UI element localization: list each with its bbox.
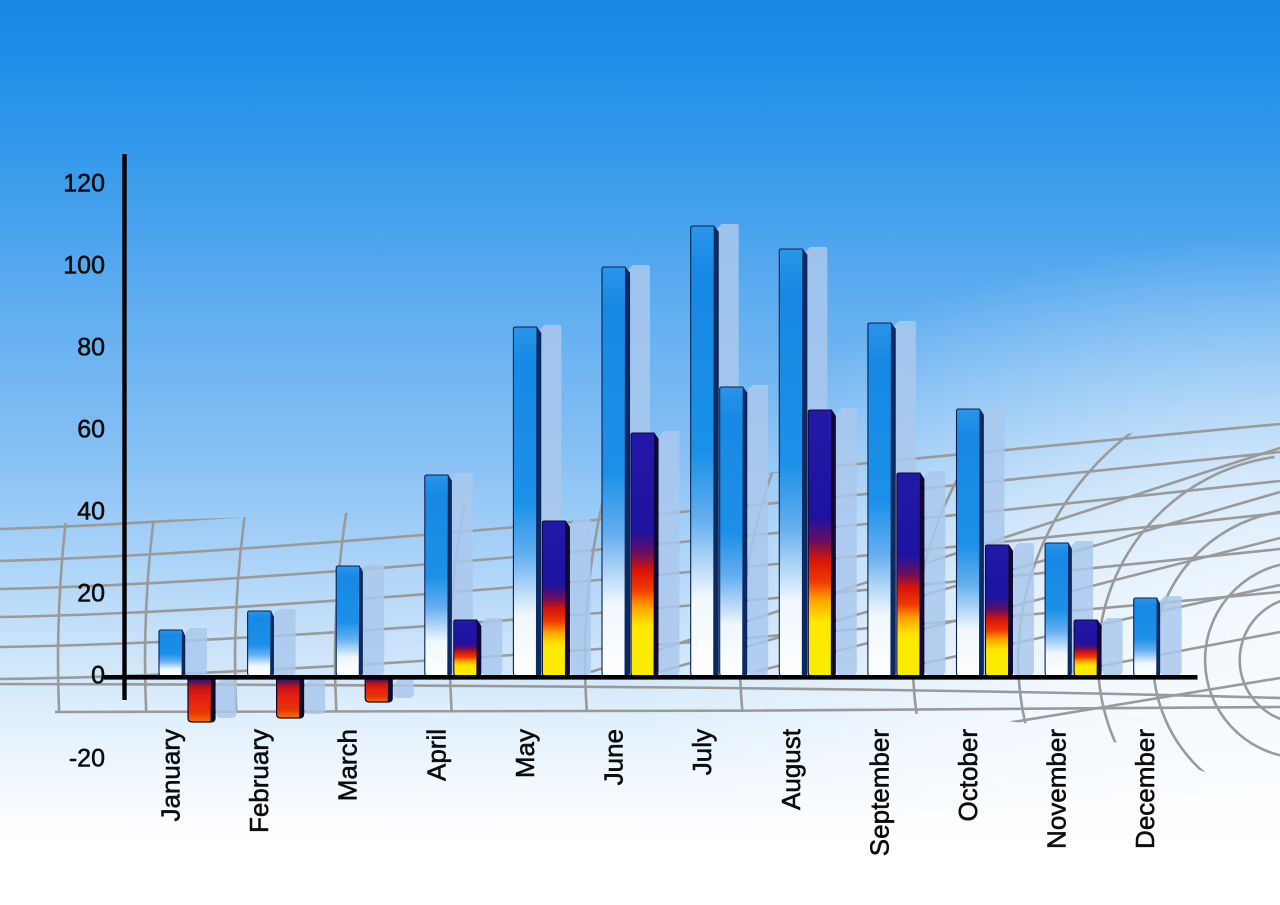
svg-text:January: January: [156, 729, 186, 822]
svg-text:40: 40: [77, 498, 105, 526]
svg-text:-20: -20: [69, 745, 105, 773]
svg-text:120: 120: [63, 170, 105, 198]
svg-text:0: 0: [91, 662, 105, 690]
svg-text:November: November: [1042, 729, 1072, 849]
svg-text:September: September: [864, 729, 894, 857]
svg-text:August: August: [776, 728, 806, 810]
svg-text:60: 60: [77, 416, 105, 444]
svg-text:May: May: [510, 729, 540, 778]
svg-text:80: 80: [77, 334, 105, 362]
svg-text:February: February: [244, 729, 274, 833]
svg-text:December: December: [1130, 729, 1160, 849]
svg-text:April: April: [421, 729, 451, 781]
svg-text:20: 20: [77, 580, 105, 608]
svg-text:March: March: [333, 729, 363, 801]
svg-text:July: July: [687, 729, 717, 775]
svg-text:October: October: [953, 729, 983, 822]
svg-text:June: June: [599, 729, 629, 785]
svg-text:100: 100: [63, 252, 105, 280]
